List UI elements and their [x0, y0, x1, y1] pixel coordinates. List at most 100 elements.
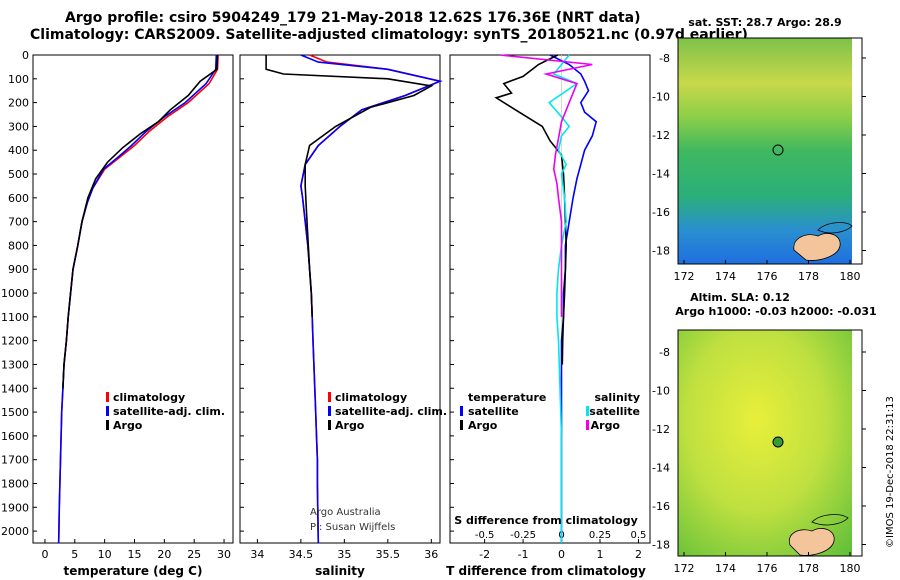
depth-tick-label: 1700	[1, 454, 29, 467]
x-tick-label: 15	[127, 548, 141, 561]
fiji-island-shape	[788, 528, 835, 556]
depth-tick-label: 900	[8, 263, 29, 276]
map-land-mask	[852, 330, 862, 556]
fiji-island-shape	[793, 233, 841, 261]
sst-map-title: sat. SST: 28.7 Argo: 28.9	[688, 16, 841, 29]
legend-label: climatology	[113, 391, 185, 404]
plot-title-line2: Climatology: CARS2009. Satellite-adjuste…	[30, 27, 748, 43]
depth-axis: 0 100 200 300 400 500 600 700 800 900 1000 1100 1200…	[1, 49, 29, 538]
legend-label: Argo	[468, 419, 498, 432]
plot-title-line1: Argo profile: csiro 5904249_179 21-May-2…	[65, 10, 641, 26]
salinity-axis-title: salinity	[315, 564, 365, 578]
legend-label: satellite	[589, 405, 640, 418]
lat-tick-label: -12	[652, 129, 670, 142]
x-tick-label: 0	[558, 548, 565, 561]
legend-swatch-t-satellite	[460, 406, 463, 416]
series-line-t-satellite	[549, 54, 598, 543]
credit-line1: Argo Australia	[310, 507, 381, 518]
temperature-axis-title: temperature (deg C)	[64, 564, 203, 578]
lat-tick-label: -16	[652, 206, 670, 219]
x-tick-label: -1	[518, 548, 529, 561]
credit: Argo Australia PI: Susan Wijffels	[310, 507, 395, 533]
series-line-satellite-adj-clim-	[300, 54, 443, 544]
legend-label: satellite-adj. clim.	[113, 405, 225, 418]
lat-tick-label: -8	[659, 346, 670, 359]
diff-legend-temperature-title: temperature	[468, 391, 546, 404]
x-tick-label: 25	[187, 548, 201, 561]
depth-tick-label: 0	[22, 49, 29, 62]
temperature-legend: climatology satellite-adj. clim. Argo	[106, 391, 225, 432]
s-tick-label: -0.25	[510, 530, 536, 541]
lat-tick-label: -8	[659, 52, 670, 65]
x-tick-label: -2	[479, 548, 490, 561]
x-tick-label: 35	[337, 548, 351, 561]
vanua-levu-outline	[817, 222, 853, 234]
temperature-frame	[32, 54, 234, 544]
argo-float-marker	[772, 144, 784, 156]
depth-tick-label: 1200	[1, 335, 29, 348]
vanua-levu-outline	[811, 514, 849, 526]
x-tick-label: 34	[250, 548, 264, 561]
map-axes: -8 -10 -12 -14 -16 -18 172 174 176 178 180 -8 -10 -12…	[652, 52, 866, 575]
depth-tick-label: 1900	[1, 501, 29, 514]
depth-tick-label: 300	[8, 120, 29, 133]
depth-tick-label: 1000	[1, 287, 29, 300]
lat-tick-label: -14	[652, 168, 670, 181]
x-tick-label: 5	[71, 548, 78, 561]
map-land-mask	[852, 38, 862, 264]
depth-tick-label: 1600	[1, 430, 29, 443]
legend-swatch-s-argo	[586, 420, 589, 430]
depth-tick-label: 200	[8, 97, 29, 110]
depth-tick-label: 100	[8, 73, 29, 86]
depth-tick-label: 600	[8, 192, 29, 205]
series-line-argo	[62, 54, 219, 389]
legend-swatch-argo	[328, 420, 331, 430]
x-tick-label: 20	[157, 548, 171, 561]
legend-label: climatology	[335, 391, 407, 404]
lon-tick-label: 180	[840, 562, 861, 575]
lat-tick-label: -18	[652, 539, 670, 552]
legend-swatch-satellite	[328, 406, 331, 416]
legend-swatch-climatology	[328, 392, 331, 402]
lon-tick-label: 172	[674, 562, 695, 575]
depth-tick-label: 500	[8, 168, 29, 181]
legend-swatch-climatology	[106, 392, 109, 402]
series-line-s-satellite	[548, 54, 579, 543]
sla-field	[678, 330, 852, 556]
salinity-legend: climatology satellite-adj. clim. Argo	[328, 391, 447, 432]
series-line-argo	[265, 55, 434, 317]
sla-map-frame	[677, 329, 863, 557]
x-tick-label: 34.5	[289, 548, 314, 561]
legend-swatch-s-satellite	[586, 406, 589, 416]
legend-label: satellite-adj. clim.	[335, 405, 447, 418]
lon-tick-label: 172	[674, 270, 695, 283]
temperature-panel: 0 5 10 15 20 25 30	[32, 54, 234, 561]
lat-tick-label: -18	[652, 245, 670, 258]
lat-tick-label: -12	[652, 423, 670, 436]
s-tick-label: 0.25	[589, 530, 611, 541]
timestamp-stamp: ©IMOS 19-Dec-2018 22:31:13	[885, 396, 896, 548]
s-tick-label: 0.5	[631, 530, 647, 541]
lon-tick-label: 178	[798, 562, 819, 575]
lon-tick-label: 176	[757, 270, 778, 283]
credit-line2: PI: Susan Wijffels	[310, 522, 395, 533]
x-tick-label: 36	[424, 548, 438, 561]
sla-map: Altim. SLA: 0.12 Argo h1000: -0.03 h2000…	[675, 291, 877, 557]
series-line-s-argo	[499, 54, 593, 317]
legend-label: Argo	[113, 419, 143, 432]
salinity-panel: 34 34.5 35 35.5 36	[239, 54, 443, 561]
depth-tick-label: 1100	[1, 311, 29, 324]
sla-map-title1: Altim. SLA: 0.12	[690, 291, 790, 304]
depth-tick-label: 2000	[1, 525, 29, 538]
s-tick-label: -0.5	[475, 530, 495, 541]
depth-tick-label: 1800	[1, 477, 29, 490]
sla-map-title2: Argo h1000: -0.03 h2000: -0.031	[675, 305, 876, 318]
lon-tick-label: 176	[757, 562, 778, 575]
difference-frame	[449, 54, 651, 544]
difference-legend: temperature salinity satellite Argo sate…	[460, 391, 640, 432]
sst-map-frame	[677, 37, 863, 265]
lon-tick-label: 174	[715, 562, 736, 575]
x-tick-label: 35.5	[376, 548, 401, 561]
